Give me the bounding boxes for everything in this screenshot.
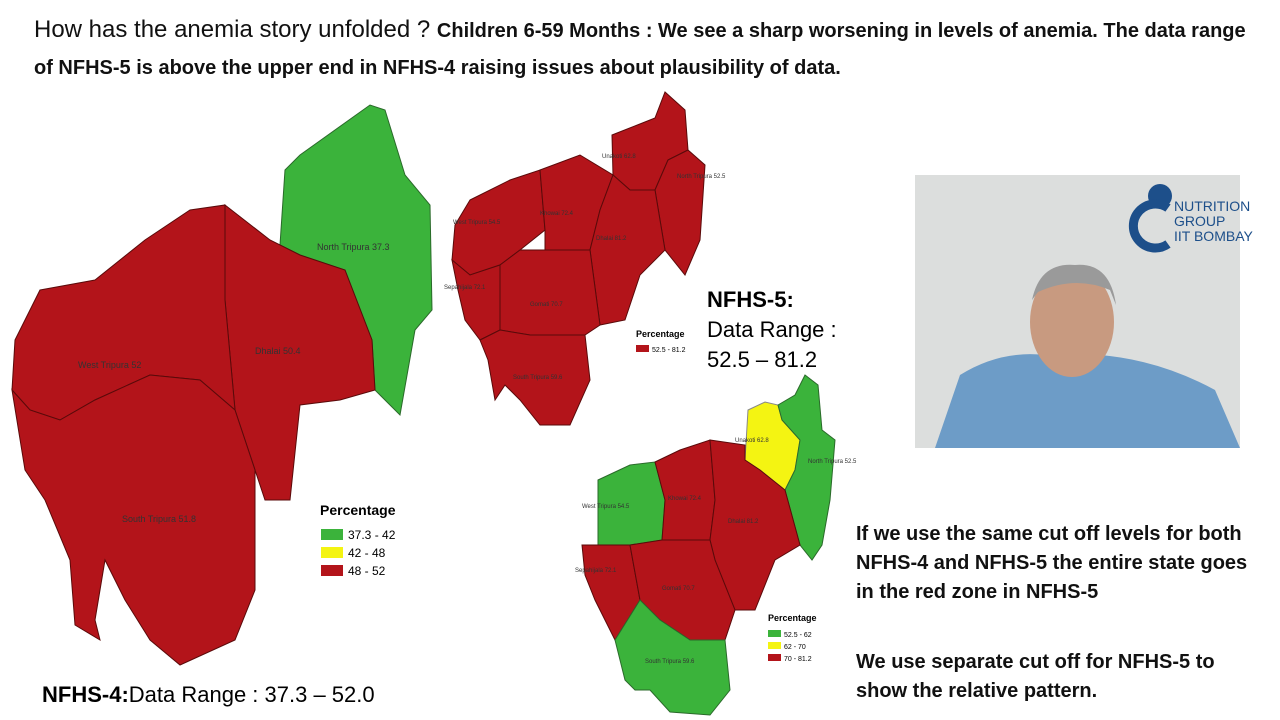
legend-swatch: [321, 565, 343, 576]
district: [614, 599, 731, 716]
district: [589, 174, 666, 326]
header: How has the anemia story unfolded ? Chil…: [34, 12, 1254, 86]
district-label: West Tripura 54.5: [582, 504, 630, 510]
district-label: Sepahijala 72.1: [444, 285, 486, 291]
presenter-shirt: [935, 354, 1240, 448]
legend-swatch: [768, 642, 781, 649]
legend-title: Percentage: [320, 502, 396, 518]
caption-range: 52.5 – 81.2: [707, 347, 818, 372]
district-label: North Tripura 37.3: [317, 242, 390, 252]
nfhs4-map: North Tripura 37.3 West Tripura 52 Dhala…: [11, 104, 433, 666]
statement: Children 6-59 Months : We see a sharp wo…: [34, 20, 1246, 79]
caption-label: NFHS-4:: [42, 682, 129, 707]
district-label: North Tripura 52.5: [677, 174, 726, 180]
legend-label: 52.5 - 62: [784, 632, 812, 639]
district-label: West Tripura 52: [78, 360, 141, 370]
district-label: Khowai 72.4: [668, 496, 702, 502]
logo-text: IIT BOMBAY: [1174, 228, 1253, 244]
district-label: South Tripura 59.6: [513, 375, 563, 381]
video-panel: NUTRITION GROUP IIT BOMBAY: [915, 175, 1253, 448]
presenter-hair: [1032, 264, 1116, 305]
note: If we use the same cut off levels for bo…: [856, 523, 1248, 603]
legend-label: 70 - 81.2: [784, 656, 812, 663]
nfhs5-caption: NFHS-5: Data Range : 52.5 – 81.2: [707, 285, 837, 375]
district-label: Sepahijala 72.1: [575, 568, 617, 574]
district-label: Gomati 70.7: [530, 302, 563, 308]
district: [479, 329, 591, 426]
nfhs5-relative-map: Unakoti 62.8 North Tripura 52.5 West Tri…: [575, 374, 857, 716]
district-label: South Tripura 59.6: [645, 659, 695, 665]
district-label: Khowai 72.4: [540, 211, 574, 217]
legend-swatch: [768, 630, 781, 637]
logo-text: NUTRITION: [1174, 198, 1250, 214]
district-label: Unakoti 62.8: [602, 154, 636, 160]
district: [11, 374, 256, 666]
district-label: Dhalai 81.2: [728, 519, 759, 525]
question: How has the anemia story unfolded ?: [34, 16, 431, 43]
legend-swatch: [321, 547, 343, 558]
legend-swatch: [636, 345, 649, 352]
nfhs4-caption: NFHS-4:Data Range : 37.3 – 52.0: [42, 682, 375, 708]
nfhs5-map: Unakoti 62.8 North Tripura 52.5 West Tri…: [444, 91, 726, 426]
caption-range: Data Range : 37.3 – 52.0: [128, 682, 375, 707]
legend-label: 42 - 48: [348, 546, 386, 560]
district-label: North Tripura 52.5: [808, 459, 857, 465]
district-label: South Tripura 51.8: [122, 514, 196, 524]
logo-icon: [1128, 199, 1171, 253]
district: [499, 249, 601, 336]
legend-label: 52.5 - 81.2: [652, 347, 686, 354]
legend-title: Percentage: [636, 329, 685, 339]
logo-text: GROUP: [1174, 213, 1225, 229]
legend-label: 62 - 70: [784, 644, 806, 651]
district-label: West Tripura 54.5: [453, 220, 501, 226]
district: [654, 439, 716, 541]
note: We use separate cut off for NFHS-5 to sh…: [856, 651, 1215, 702]
district-label: Gomati 70.7: [662, 586, 695, 592]
district-label: Dhalai 50.4: [255, 346, 301, 356]
district-label: Unakoti 62.8: [735, 438, 769, 444]
legend-swatch: [768, 654, 781, 661]
caption-range-label: Data Range :: [707, 317, 837, 342]
legend-swatch: [321, 529, 343, 540]
presenter-face: [1030, 267, 1114, 377]
legend-title: Percentage: [768, 613, 817, 623]
legend-label: 37.3 - 42: [348, 528, 396, 542]
caption-label: NFHS-5:: [707, 287, 794, 312]
district-label: Dhalai 81.2: [596, 236, 627, 242]
district: [777, 374, 836, 561]
legend-label: 48 - 52: [348, 564, 386, 578]
